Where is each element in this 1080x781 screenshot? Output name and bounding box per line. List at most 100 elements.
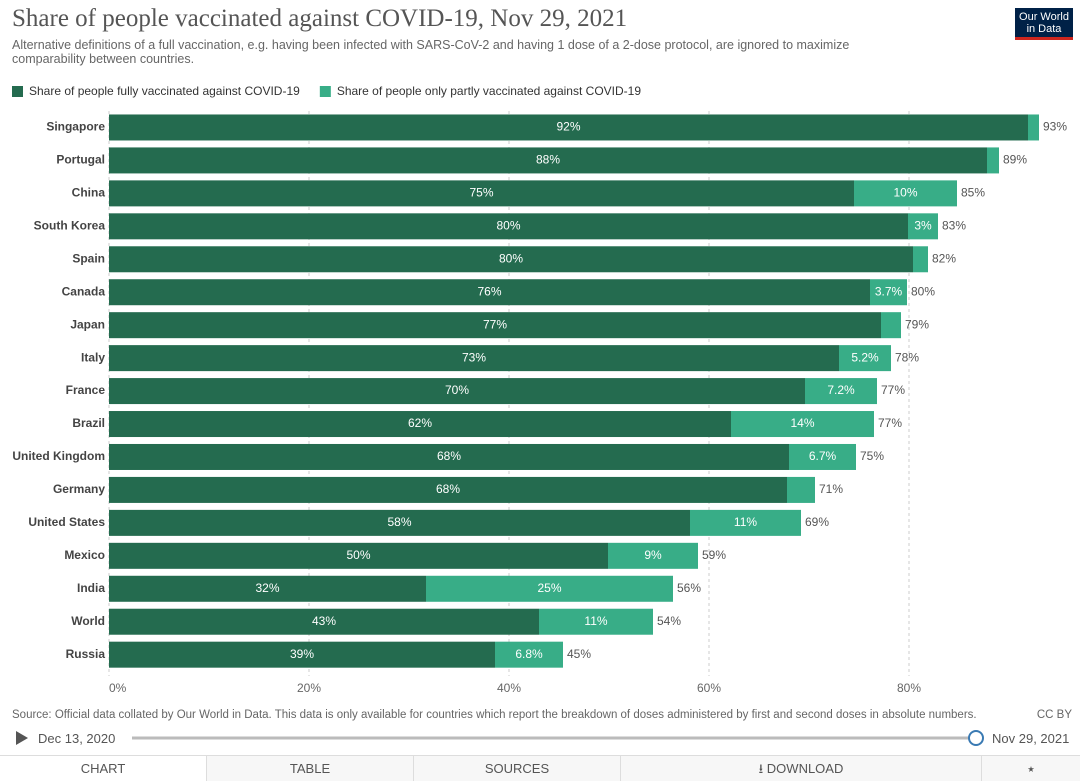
total-label: 82% xyxy=(932,251,956,265)
x-tick-label: 40% xyxy=(497,681,521,695)
logo[interactable]: Our World in Data xyxy=(1015,8,1073,40)
share-button[interactable]: ⭑ xyxy=(1027,761,1035,776)
data-label: 6.7% xyxy=(809,449,837,463)
bar-segment xyxy=(881,312,901,339)
total-label: 69% xyxy=(805,515,829,529)
data-label: 3% xyxy=(914,218,932,232)
bar-segment xyxy=(109,279,870,306)
x-tick-label: 80% xyxy=(897,681,921,695)
y-tick-label: Mexico xyxy=(64,548,105,562)
data-label: 9% xyxy=(644,548,662,562)
bar-segment xyxy=(109,312,881,339)
bar-segment xyxy=(109,443,789,470)
bar-segment xyxy=(690,509,801,536)
tab-label: DOWNLOAD xyxy=(766,761,844,776)
bar-segment xyxy=(789,443,856,470)
bar-segment xyxy=(109,641,495,668)
data-label: 50% xyxy=(346,548,370,562)
total-label: 54% xyxy=(657,614,681,628)
y-tick-label: Italy xyxy=(81,350,105,364)
data-label: 62% xyxy=(408,416,432,430)
data-label: 73% xyxy=(462,350,486,364)
bar-segment xyxy=(854,180,957,207)
license[interactable]: CC BY xyxy=(1036,709,1072,721)
data-label: 92% xyxy=(556,120,580,134)
data-label: 88% xyxy=(536,153,560,167)
chart-title: Share of people vaccinated against COVID… xyxy=(12,5,628,32)
play-button xyxy=(16,731,28,745)
total-label: 83% xyxy=(942,218,966,232)
data-label: 76% xyxy=(477,284,501,298)
bar-segment xyxy=(539,608,653,635)
logo-line: in Data xyxy=(1026,23,1062,35)
data-label: 80% xyxy=(496,218,520,232)
data-label: 68% xyxy=(437,449,461,463)
bar-segment xyxy=(109,213,908,240)
x-tick-label: 20% xyxy=(297,681,321,695)
total-label: 56% xyxy=(677,581,701,595)
y-tick-label: Portugal xyxy=(56,153,105,167)
tab-bar: CHART TABLE SOURCES ⭳ DOWNLOAD ⭑ xyxy=(0,755,1080,781)
bar-segment xyxy=(109,476,787,503)
data-label: 32% xyxy=(255,581,279,595)
bar-segment xyxy=(109,180,854,207)
data-label: 14% xyxy=(790,416,814,430)
tab[interactable]: TABLE xyxy=(207,756,414,781)
y-tick-label: Germany xyxy=(53,482,105,496)
timeline-handle xyxy=(968,730,984,746)
data-label: 11% xyxy=(734,515,757,529)
data-label: 75% xyxy=(469,186,493,200)
tab[interactable]: ⭳ DOWNLOAD xyxy=(621,756,982,781)
bar-segment xyxy=(109,378,805,405)
total-label: 93% xyxy=(1043,120,1067,134)
legend-label: Share of people only partly vaccinated a… xyxy=(337,84,641,98)
total-label: 89% xyxy=(1003,153,1027,167)
y-tick-label: United States xyxy=(28,515,105,529)
bar-segment xyxy=(608,542,698,569)
bar-segment xyxy=(839,345,891,372)
bar-segment xyxy=(109,246,913,273)
total-label: 80% xyxy=(911,284,935,298)
bar-segment xyxy=(109,542,608,569)
x-tick-label: 0% xyxy=(109,681,127,695)
bar-segment xyxy=(870,279,907,306)
y-tick-label: India xyxy=(77,581,105,595)
legend-swatch xyxy=(12,86,23,97)
y-tick-label: Singapore xyxy=(46,120,105,134)
data-label: 10% xyxy=(893,186,917,200)
data-label: 25% xyxy=(537,581,561,595)
bar-segment xyxy=(805,378,877,405)
tab[interactable]: CHART xyxy=(0,756,207,781)
chart-subtitle: Alternative definitions of a full vaccin… xyxy=(12,38,850,66)
bar-segment xyxy=(109,411,731,438)
timeline-end: Nov 29, 2021 xyxy=(992,731,1070,746)
bar-segment xyxy=(913,246,928,273)
data-label: 3.7% xyxy=(875,284,903,298)
data-label: 58% xyxy=(387,515,411,529)
total-label: 85% xyxy=(961,186,985,200)
bar-segment xyxy=(787,476,815,503)
bar-segment xyxy=(495,641,563,668)
data-label: 6.8% xyxy=(515,647,543,661)
logo-line: Our World xyxy=(1019,11,1069,23)
total-label: 78% xyxy=(895,350,919,364)
data-label: 80% xyxy=(499,251,523,265)
data-label: 70% xyxy=(445,383,469,397)
total-label: 75% xyxy=(860,449,884,463)
data-label: 5.2% xyxy=(851,350,879,364)
bar-segment xyxy=(731,411,874,438)
y-tick-label: South Korea xyxy=(34,218,106,232)
bar-segment xyxy=(426,575,673,602)
tab[interactable]: SOURCES xyxy=(414,756,621,781)
total-label: 71% xyxy=(819,482,843,496)
y-tick-label: Canada xyxy=(62,284,106,298)
bar-segment xyxy=(987,147,999,174)
data-label: 7.2% xyxy=(827,383,855,397)
bar-segment xyxy=(109,509,690,536)
source-note: Source: Official data collated by Our Wo… xyxy=(12,709,977,721)
y-tick-label: United Kingdom xyxy=(12,449,105,463)
bar-segment xyxy=(908,213,938,240)
data-label: 11% xyxy=(584,614,607,628)
data-label: 77% xyxy=(483,317,507,331)
